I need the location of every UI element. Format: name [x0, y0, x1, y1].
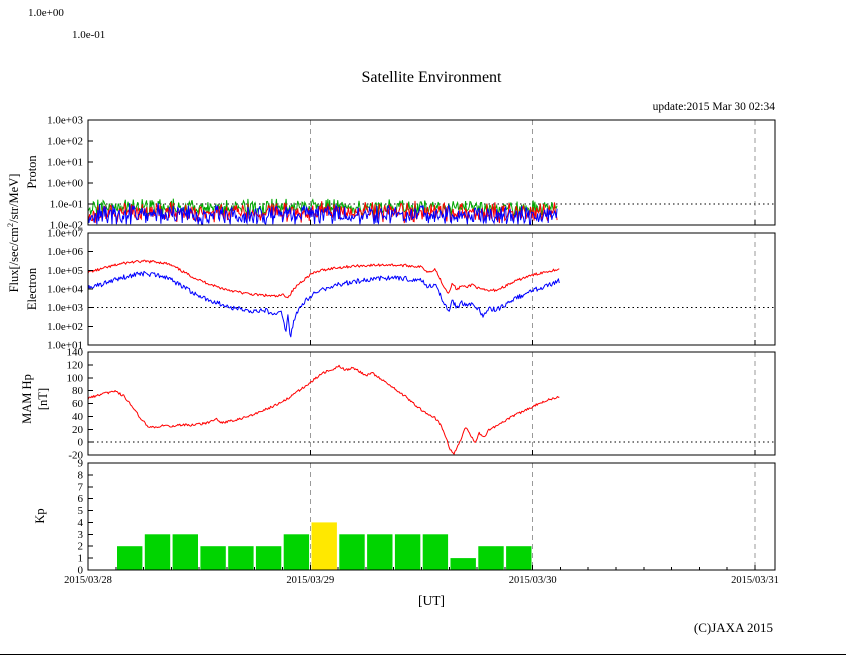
y-tick-label: 1.0e+05: [47, 265, 83, 277]
kp-bar: [478, 546, 504, 570]
y-tick-label: 3: [78, 529, 84, 541]
mam-hp-red-trace: [87, 364, 560, 455]
mam-hp-axis-label: MAM Hp: [20, 374, 34, 424]
kp-bar: [339, 534, 365, 570]
electron-panel: 1.0e+07 1.0e+06 1.0e+05 1.0e+04 1.0e+03 1.0e+…: [47, 228, 776, 352]
flux-axis-label: Flux[/sec/cm2/str/MeV]: [5, 174, 21, 293]
flux-axis-label-pre: Flux[/sec/cm: [7, 227, 21, 293]
kp-bar: [422, 534, 449, 570]
proton-frame: [87, 119, 776, 226]
y-tick-label: 60: [72, 398, 84, 410]
y-tick-label: 1.0e+02: [47, 321, 83, 333]
kp-frame: [87, 462, 776, 571]
flux-axis-label-sup: 2: [5, 223, 15, 227]
mam-hp-frame: [87, 351, 776, 456]
x-tick-label: 2015/03/30: [509, 575, 557, 586]
y-tick-label: 1.0e+01: [47, 340, 83, 352]
y-tick-label: 1.0e+03: [47, 115, 83, 127]
y-tick-label: 1: [78, 553, 84, 565]
x-tick-label: 2015/03/28: [64, 575, 112, 586]
y-tick-label: 40: [72, 411, 84, 423]
y-tick-label: 20: [72, 424, 84, 436]
kp-bar: [228, 546, 254, 570]
y-tick-label: 1.0e+06: [47, 246, 83, 258]
electron-blue-trace: [87, 270, 560, 338]
x-tick-label: 2015/03/29: [286, 575, 334, 586]
kp-bar: [311, 522, 337, 570]
kp-bar: [172, 534, 198, 570]
mam-hp-unit-label: [nT]: [36, 388, 50, 410]
y-tick-label: 1.0e+01: [47, 157, 83, 169]
electron-frame: [87, 232, 776, 346]
kp-bar: [255, 546, 282, 570]
y-tick-label: 120: [67, 359, 84, 371]
flux-axis-label-post: /str/MeV]: [7, 174, 21, 223]
y-tick-label: 0: [78, 437, 84, 449]
y-tick-label: 1.0e+03: [47, 302, 83, 314]
kp-bar: [200, 546, 226, 570]
kp-bar: [367, 534, 393, 570]
y-tick-label: 7: [78, 481, 84, 493]
kp-bar: [506, 546, 532, 570]
y-tick-label: 100: [67, 372, 84, 384]
kp-bar: [394, 534, 421, 570]
x-axis-title: [UT]: [418, 593, 445, 608]
x-tick-label: 2015/03/31: [731, 575, 779, 586]
y-tick-label: 1.0e-02: [50, 220, 83, 232]
y-tick-label: 1.0e+00: [47, 178, 83, 190]
kp-bar: [117, 546, 143, 570]
y-tick-label: 6: [78, 493, 84, 505]
y-tick-label: 2: [78, 541, 84, 553]
jaxa-copyright: (C)JAXA 2015: [693, 620, 773, 635]
update-timestamp: update:2015 Mar 30 02:34: [652, 101, 775, 113]
y-tick-label: 9: [78, 458, 84, 470]
y-tick-label: 1.0e+04: [47, 284, 83, 296]
kp-bar: [450, 558, 476, 570]
y-tick-label: 4: [78, 517, 84, 529]
y-tick-label: 80: [72, 385, 84, 397]
electron-axis-label: Electron: [25, 267, 39, 310]
proton-blue-trace: [87, 203, 558, 226]
kp-bar: [144, 534, 171, 570]
electron-red-trace: [87, 259, 560, 299]
stray-tick-label: 1.0e-01: [72, 29, 106, 41]
y-tick-label: 1.0e+02: [47, 136, 83, 148]
y-tick-label: 1.0e-01: [50, 199, 83, 211]
y-tick-label: 5: [78, 505, 84, 517]
kp-axis-label: Kp: [33, 508, 47, 523]
stray-tick-label: 1.0e+00: [28, 7, 64, 19]
y-tick-label: 8: [78, 469, 84, 481]
chart-title: Satellite Environment: [361, 69, 502, 86]
plot-panels: 1.0e+03 1.0e+02 1.0e+01 1.0e+00 1.0e-01 1.0e-…: [47, 115, 779, 587]
proton-panel: 1.0e+03 1.0e+02 1.0e+01 1.0e+00 1.0e-01 1.0e-…: [47, 115, 776, 232]
y-tick-label: -20: [68, 450, 83, 462]
y-tick-label: 1.0e+07: [47, 228, 83, 240]
proton-axis-label: Proton: [25, 155, 39, 189]
y-tick-label: 0: [78, 565, 84, 577]
kp-bar: [283, 534, 310, 570]
y-tick-label: 140: [67, 347, 84, 359]
